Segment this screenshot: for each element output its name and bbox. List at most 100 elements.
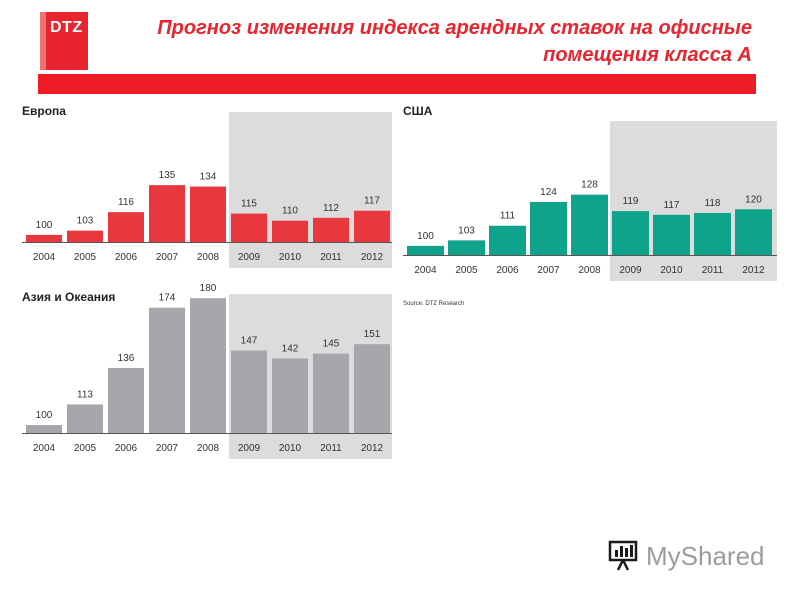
bar-2012 <box>735 209 772 255</box>
bar-2005 <box>67 230 103 242</box>
bar-2011 <box>313 217 349 242</box>
tick-label-2008: 2008 <box>197 252 220 263</box>
tick-label-2012: 2012 <box>361 252 384 263</box>
tick-label-2006: 2006 <box>496 265 519 276</box>
data-label-2012: 151 <box>364 329 381 340</box>
data-label-2011: 145 <box>323 339 340 350</box>
bar-2012 <box>354 210 390 242</box>
data-label-2010: 117 <box>664 200 680 211</box>
tick-label-2011: 2011 <box>702 265 724 276</box>
tick-label-2012: 2012 <box>742 265 765 276</box>
data-label-2006: 111 <box>500 211 516 222</box>
data-label-2011: 112 <box>323 203 339 214</box>
bar-2008 <box>571 194 608 255</box>
data-label-2010: 142 <box>282 343 299 354</box>
bar-2010 <box>653 214 690 255</box>
data-label-2007: 174 <box>159 293 176 304</box>
data-label-2007: 124 <box>540 187 557 198</box>
data-label-2010: 110 <box>282 206 298 217</box>
tick-label-2007: 2007 <box>156 252 179 263</box>
tick-label-2005: 2005 <box>74 443 97 454</box>
tick-label-2008: 2008 <box>197 443 220 454</box>
data-label-2009: 119 <box>623 196 639 207</box>
tick-label-2006: 2006 <box>115 443 138 454</box>
data-label-2005: 103 <box>458 225 475 236</box>
data-label-2004: 100 <box>36 410 53 421</box>
chart-svg: 100 2004 103 2005 116 2006 135 2007 134 2008 115 20… <box>22 112 392 268</box>
bar-2007 <box>149 307 185 433</box>
data-label-2006: 116 <box>118 197 134 208</box>
bar-2011 <box>313 353 349 433</box>
logo-text: DTZ <box>50 19 83 36</box>
tick-label-2006: 2006 <box>115 252 138 263</box>
myshared-watermark: MyShared <box>606 536 766 576</box>
data-label-2008: 128 <box>581 180 598 191</box>
bar-2005 <box>67 404 103 433</box>
chart-svg: 100 2004 103 2005 111 2006 124 2007 128 2008 119 20… <box>403 121 777 281</box>
dtz-logo: DTZ <box>40 12 88 70</box>
bar-2009 <box>231 350 267 433</box>
tick-label-2010: 2010 <box>660 265 683 276</box>
tick-label-2009: 2009 <box>238 443 261 454</box>
data-label-2012: 120 <box>745 194 762 205</box>
chart-title: Европа <box>22 104 66 118</box>
chart-usa: 100 2004 103 2005 111 2006 124 2007 128 2008 119 20… <box>403 104 777 281</box>
bar-2004 <box>26 425 62 433</box>
data-label-2004: 100 <box>417 231 434 242</box>
tick-label-2004: 2004 <box>33 252 56 263</box>
bar-2005 <box>448 240 485 255</box>
bar-2012 <box>354 344 390 433</box>
tick-label-2011: 2011 <box>320 252 342 263</box>
data-label-2006: 136 <box>118 353 135 364</box>
tick-label-2010: 2010 <box>279 252 302 263</box>
chart-title: Азия и Океания <box>22 290 116 304</box>
tick-label-2007: 2007 <box>156 443 179 454</box>
bar-2004 <box>26 234 62 242</box>
bar-2011 <box>694 212 731 255</box>
bar-2010 <box>272 220 308 242</box>
bar-2008 <box>190 298 226 433</box>
bar-2009 <box>612 211 649 255</box>
data-label-2008: 134 <box>200 172 217 183</box>
tick-label-2008: 2008 <box>578 265 601 276</box>
page-title: Прогноз изменения индекса арендных ставо… <box>157 17 752 66</box>
tick-label-2009: 2009 <box>619 265 642 276</box>
tick-label-2004: 2004 <box>33 443 56 454</box>
tick-label-2005: 2005 <box>74 252 97 263</box>
data-label-2008: 180 <box>200 283 217 294</box>
data-label-2009: 147 <box>241 336 258 347</box>
tick-label-2005: 2005 <box>455 265 478 276</box>
bar-2010 <box>272 358 308 433</box>
presentation-icon <box>608 540 638 571</box>
forecast-shading <box>229 112 392 268</box>
tick-label-2007: 2007 <box>537 265 560 276</box>
header-red-bar <box>38 74 756 94</box>
bar-2007 <box>530 201 567 255</box>
source-note: Source: DTZ Research <box>403 301 465 307</box>
data-label-2009: 115 <box>241 199 257 210</box>
bar-2006 <box>489 225 526 255</box>
bar-2006 <box>108 367 144 433</box>
data-label-2005: 113 <box>77 389 93 400</box>
data-label-2011: 118 <box>705 198 721 209</box>
chart-svg: 100 2004 113 2005 136 2006 174 2007 180 2008 147 20… <box>22 283 392 459</box>
tick-label-2009: 2009 <box>238 252 261 263</box>
bar-2008 <box>190 186 226 242</box>
logo-stripe <box>40 12 46 70</box>
bar-2007 <box>149 185 185 242</box>
chart-title: США <box>403 104 433 118</box>
bar-2004 <box>407 245 444 255</box>
bar-2006 <box>108 212 144 242</box>
data-label-2005: 103 <box>77 216 94 227</box>
chart-asia-pacific: 100 2004 113 2005 136 2006 174 2007 180 2008 147 20… <box>22 283 392 459</box>
chart-europe: 100 2004 103 2005 116 2006 135 2007 134 2008 115 20… <box>22 104 392 270</box>
data-label-2004: 100 <box>36 220 53 231</box>
tick-label-2012: 2012 <box>361 443 384 454</box>
tick-label-2010: 2010 <box>279 443 302 454</box>
tick-label-2011: 2011 <box>320 443 342 454</box>
data-label-2007: 135 <box>159 170 176 181</box>
watermark-text: MyShared <box>646 541 765 571</box>
tick-label-2004: 2004 <box>414 265 437 276</box>
bar-2009 <box>231 213 267 242</box>
data-label-2012: 117 <box>364 196 380 207</box>
